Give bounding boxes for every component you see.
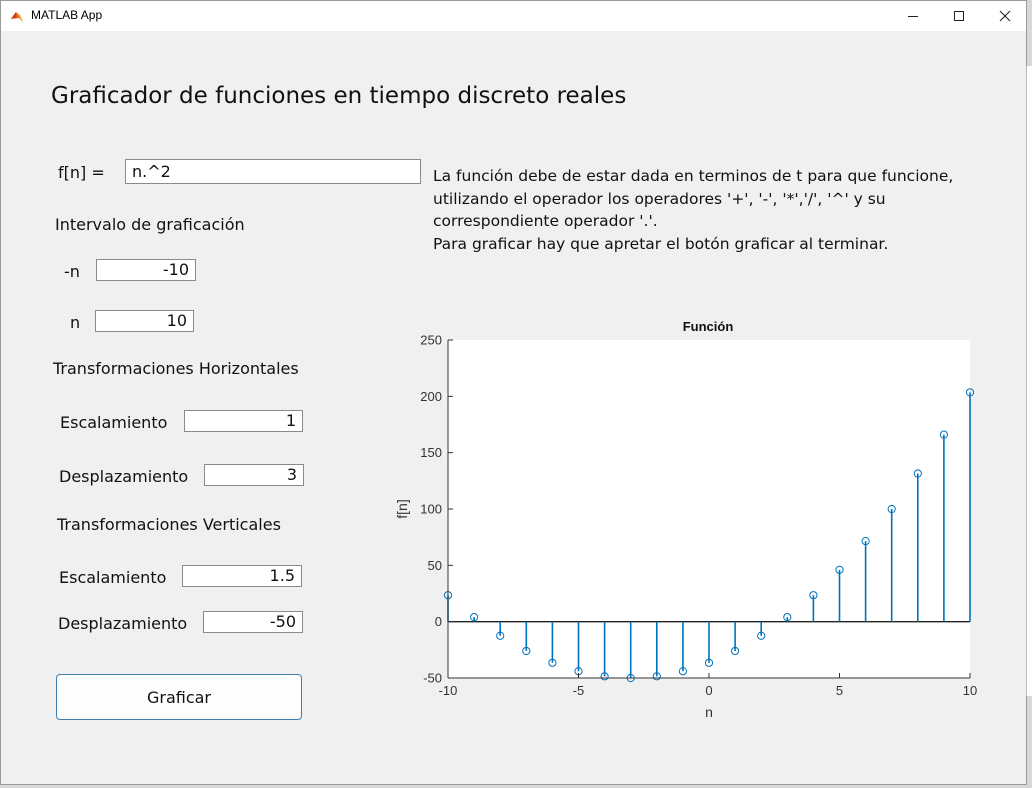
stem-marker: [496, 631, 505, 640]
minimize-icon: [908, 16, 918, 17]
x-tick-label: -10: [439, 683, 458, 698]
help-text: La función debe de estar dada en termino…: [433, 165, 953, 255]
y-tick-label: 150: [420, 445, 442, 460]
matlab-icon: [10, 9, 24, 23]
horizontal-shift-input[interactable]: 3: [204, 464, 304, 486]
minimize-button[interactable]: [890, 1, 936, 31]
x-tick-label: 10: [963, 683, 977, 698]
app-content: Graficador de funciones en tiempo discre…: [1, 31, 1026, 786]
stem-marker: [548, 658, 557, 667]
stem-marker: [887, 504, 896, 514]
stem-marker: [600, 672, 609, 681]
vertical-scale-input[interactable]: 1.5: [182, 565, 302, 587]
y-tick-label: 0: [435, 614, 442, 629]
y-tick-label: 200: [420, 389, 442, 404]
interval-title: Intervalo de graficación: [55, 215, 245, 234]
x-axis-label: n: [705, 704, 713, 720]
stem-marker: [939, 430, 949, 439]
help-line: correspondiente operador '.'.: [433, 212, 658, 230]
y-tick-label: -50: [423, 671, 442, 686]
stem-marker: [652, 672, 661, 681]
horizontal-shift-label: Desplazamiento: [59, 467, 189, 486]
x-tick-label: 0: [705, 683, 712, 698]
function-input[interactable]: n.^2: [125, 159, 421, 184]
title-bar: MATLAB App: [1, 1, 1026, 31]
y-tick-label: 100: [420, 502, 442, 517]
x-tick-label: 5: [836, 683, 843, 698]
stem-marker: [757, 631, 766, 640]
stem-marker: [913, 469, 922, 478]
stem-marker: [965, 388, 975, 397]
y-tick-label: 250: [420, 333, 442, 348]
chart-title: Función: [683, 319, 734, 334]
stem-marker: [470, 613, 479, 622]
y-tick-label: 50: [428, 558, 442, 573]
graficar-button[interactable]: Graficar: [56, 674, 302, 720]
interval-lower-input[interactable]: -10: [96, 259, 196, 281]
stem-marker: [835, 565, 844, 574]
stem-marker: [783, 613, 792, 622]
stem-marker: [522, 646, 531, 656]
function-label: f[n] =: [58, 163, 105, 182]
interval-lower-label: -n: [64, 262, 80, 281]
stem-marker: [704, 658, 714, 667]
stem-marker: [809, 591, 818, 600]
stem-marker: [678, 667, 687, 676]
page-title: Graficador de funciones en tiempo discre…: [51, 83, 627, 109]
vertical-scale-label: Escalamiento: [59, 568, 167, 587]
help-line: La función debe de estar dada en termino…: [433, 167, 954, 185]
vertical-shift-label: Desplazamiento: [58, 614, 188, 633]
window-title: MATLAB App: [31, 8, 103, 22]
interval-upper-input[interactable]: 10: [95, 310, 194, 332]
maximize-icon: [954, 11, 964, 21]
vertical-shift-input[interactable]: -50: [203, 611, 303, 633]
help-line: Para graficar hay que apretar el botón g…: [433, 234, 889, 253]
close-button[interactable]: [982, 1, 1028, 31]
interval-upper-label: n: [70, 313, 81, 332]
horizontal-scale-label: Escalamiento: [60, 413, 168, 432]
x-tick-label: -5: [573, 683, 585, 698]
maximize-button[interactable]: [936, 1, 982, 31]
horizontal-scale-input[interactable]: 1: [184, 410, 303, 432]
horizontal-title: Transformaciones Horizontales: [53, 359, 299, 378]
background-window-edge: [1026, 66, 1032, 696]
stem-marker: [731, 646, 740, 656]
close-icon: [999, 10, 1011, 22]
vertical-title: Transformaciones Verticales: [57, 515, 281, 534]
y-axis-label: f[n]: [394, 499, 410, 518]
stem-marker: [861, 537, 870, 546]
help-line: utilizando el operador los operadores '+…: [433, 189, 886, 208]
